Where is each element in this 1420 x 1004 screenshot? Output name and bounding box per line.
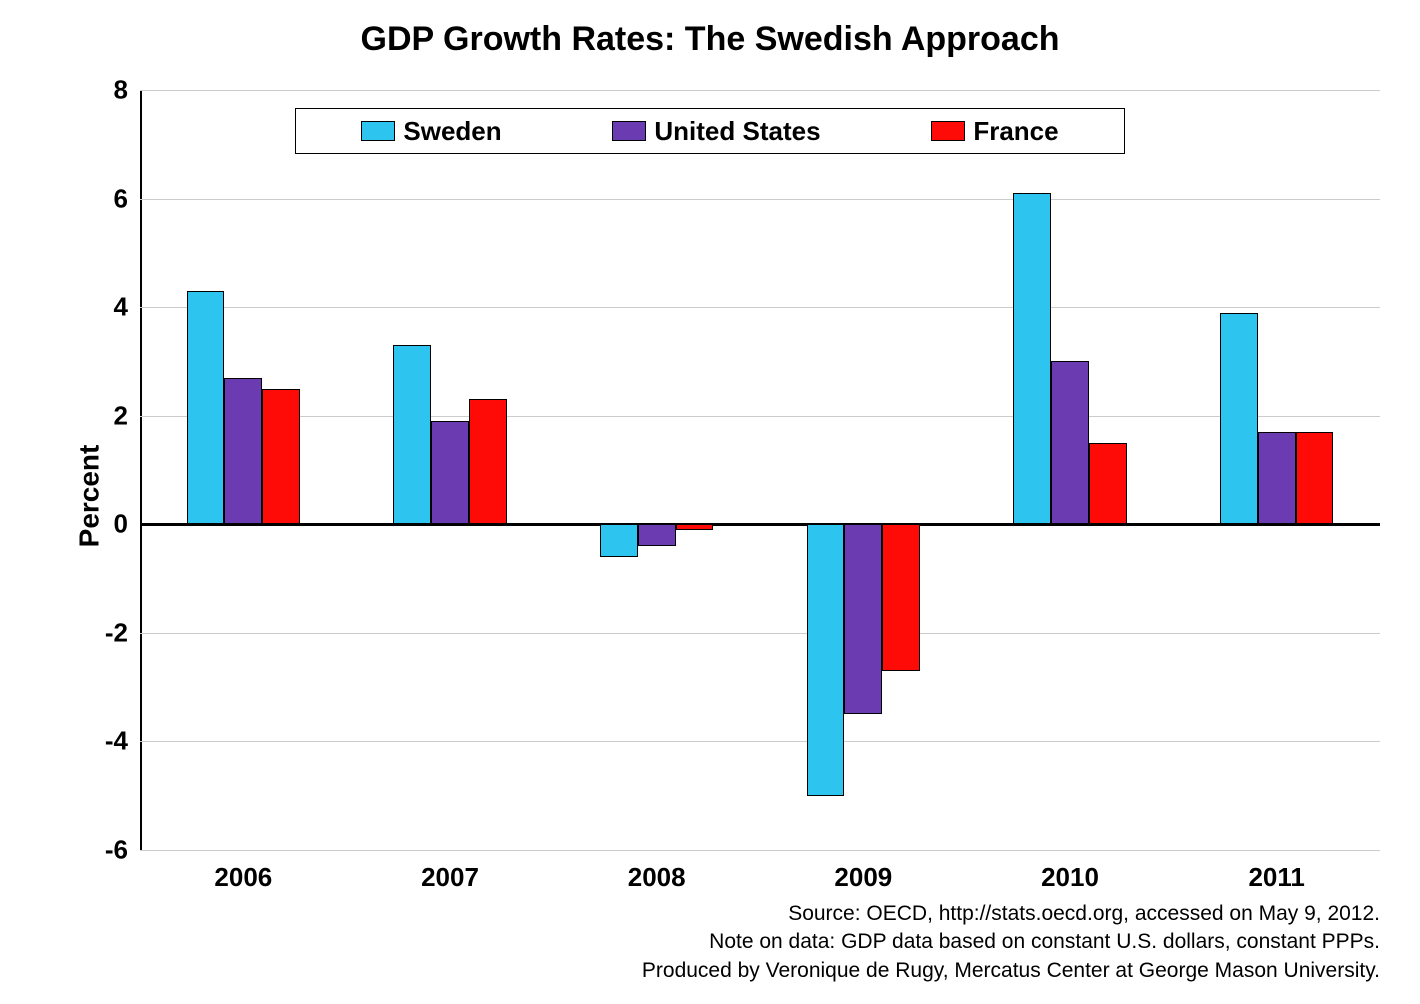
bar	[676, 524, 714, 529]
chart-container: GDP Growth Rates: The Swedish Approach -…	[20, 20, 1400, 984]
y-tick-label: -6	[105, 835, 140, 866]
y-tick-label: 2	[114, 400, 140, 431]
gridline	[140, 307, 1380, 308]
plot-area: -6-4-202468200620072008200920102011	[140, 90, 1380, 850]
gridline	[140, 90, 1380, 91]
legend: Sweden United States France	[295, 108, 1125, 154]
gridline	[140, 416, 1380, 417]
y-tick-label: 0	[114, 509, 140, 540]
gridline	[140, 199, 1380, 200]
footer-notes: Source: OECD, http://stats.oecd.org, acc…	[642, 900, 1380, 985]
x-tick-label: 2007	[421, 850, 479, 893]
legend-label: France	[973, 116, 1058, 147]
bar	[882, 524, 920, 671]
y-tick-label: 8	[114, 75, 140, 106]
bar	[1051, 361, 1089, 524]
bar	[1089, 443, 1127, 524]
bar	[224, 378, 262, 525]
bar	[1258, 432, 1296, 524]
bar	[844, 524, 882, 714]
bar	[807, 524, 845, 795]
gridline	[140, 741, 1380, 742]
x-tick-label: 2009	[834, 850, 892, 893]
bar	[1296, 432, 1334, 524]
y-axis-title: Percent	[73, 445, 105, 548]
bar	[393, 345, 431, 524]
legend-item: France	[931, 116, 1058, 147]
footer-line: Note on data: GDP data based on constant…	[642, 928, 1380, 956]
legend-swatch	[612, 121, 646, 141]
legend-item: Sweden	[361, 116, 501, 147]
x-tick-label: 2008	[628, 850, 686, 893]
gridline	[140, 850, 1380, 851]
x-tick-label: 2011	[1248, 850, 1304, 893]
y-tick-label: 4	[114, 292, 140, 323]
bar	[600, 524, 638, 557]
bar	[187, 291, 225, 524]
bar	[469, 399, 507, 524]
y-tick-label: -2	[105, 617, 140, 648]
bar	[431, 421, 469, 524]
bar	[1013, 193, 1051, 524]
y-axis-line	[140, 90, 142, 850]
bar	[638, 524, 676, 546]
legend-swatch	[931, 121, 965, 141]
chart-title: GDP Growth Rates: The Swedish Approach	[20, 20, 1400, 59]
zero-line	[140, 523, 1380, 526]
legend-label: United States	[654, 116, 820, 147]
legend-item: United States	[612, 116, 820, 147]
bar	[1220, 313, 1258, 525]
x-tick-label: 2006	[214, 850, 272, 893]
footer-line: Produced by Veronique de Rugy, Mercatus …	[642, 957, 1380, 985]
y-tick-label: 6	[114, 183, 140, 214]
gridline	[140, 633, 1380, 634]
legend-label: Sweden	[403, 116, 501, 147]
legend-swatch	[361, 121, 395, 141]
footer-line: Source: OECD, http://stats.oecd.org, acc…	[642, 900, 1380, 928]
bar	[262, 389, 300, 525]
y-tick-label: -4	[105, 726, 140, 757]
x-tick-label: 2010	[1041, 850, 1099, 893]
